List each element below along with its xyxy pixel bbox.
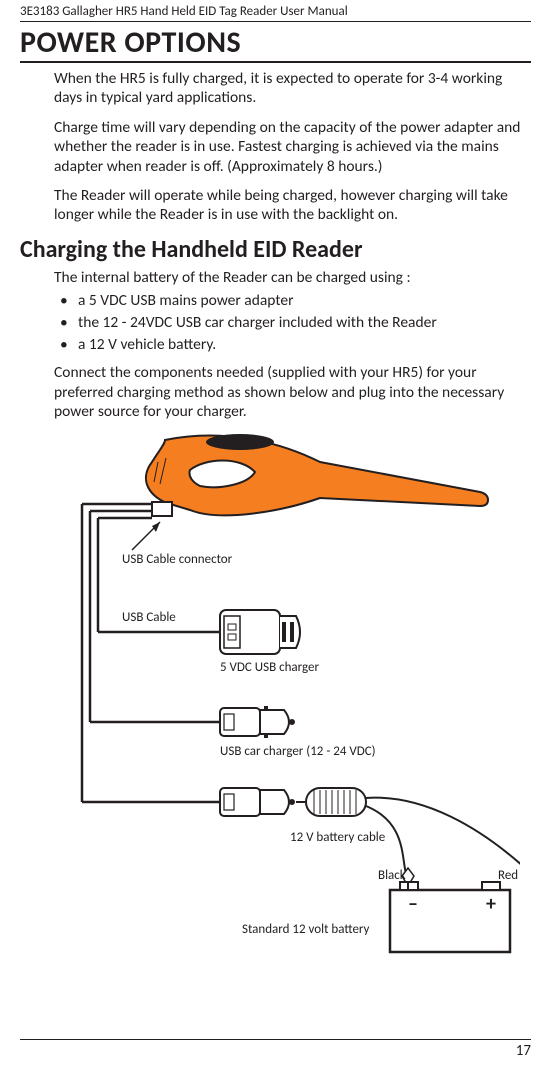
section-title: POWER OPTIONS [20,22,531,63]
label-usb-connector: USB Cable connector [122,552,232,567]
label-battery: Standard 12 volt battery [242,922,369,937]
svg-text:–: – [408,892,418,916]
sub-outro: Connect the components needed (supplied … [54,363,525,421]
label-battery-cable: 12 V battery cable [290,830,385,845]
label-usb-cable: USB Cable [122,610,176,625]
bullet-list: a 5 VDC USB mains power adapter the 12 -… [54,291,525,355]
charging-diagram: – + USB Cable connector USB Cable 5 VDC … [20,432,520,962]
para-3: The Reader will operate while being char… [54,186,525,225]
doc-header: 3E3183 Gallagher HR5 Hand Held EID Tag R… [20,0,531,22]
sub-intro: The internal battery of the Reader can b… [54,268,525,287]
page-number: 17 [516,1042,531,1060]
label-5v-charger: 5 VDC USB charger [220,660,319,675]
para-1: When the HR5 is fully charged, it is exp… [54,69,525,108]
para-2: Charge time will vary depending on the c… [54,118,525,176]
label-black: Black [378,868,406,883]
list-item: the 12 - 24VDC USB car charger included … [78,313,525,333]
svg-text:+: + [486,892,496,916]
page-footer: 17 [20,1039,531,1060]
list-item: a 5 VDC USB mains power adapter [78,291,525,311]
subsection-title: Charging the Handheld EID Reader [20,235,531,264]
label-car-charger: USB car charger (12 - 24 VDC) [220,744,376,759]
list-item: a 12 V vehicle battery. [78,335,525,355]
label-red: Red [498,868,518,883]
